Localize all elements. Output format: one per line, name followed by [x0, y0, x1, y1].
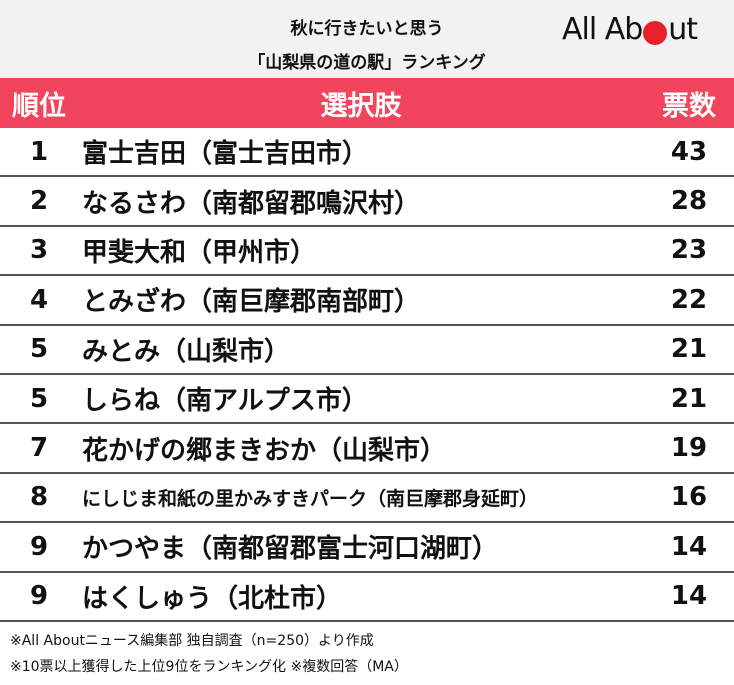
column-header: 選択肢 — [78, 78, 644, 128]
choice: はくしゅう（北杜市） — [78, 571, 644, 622]
choice: にしじま和紙の里かみすきパーク（南巨摩郡身延町） — [78, 472, 644, 524]
votes: 14 — [644, 522, 734, 573]
votes: 23 — [644, 225, 734, 277]
votes: 19 — [644, 423, 734, 474]
ranking-row: 5 しらね（南アルプス市） 21 — [0, 373, 734, 425]
rank: 9 — [0, 522, 78, 573]
ranking-row: 9 はくしゅう（北杜市） 14 — [0, 571, 734, 622]
votes: 21 — [644, 324, 734, 375]
choice: とみざわ（南巨摩郡南部町） — [78, 275, 644, 326]
footnote: ※10票以上獲得した上位9位をランキング化 ※複数回答（MA） — [10, 659, 408, 675]
logo: All Ab ut — [562, 12, 698, 47]
logo-dot — [643, 20, 668, 45]
column-header: 順位 — [0, 78, 78, 128]
rank: 9 — [0, 571, 78, 622]
ranking-table: 順位 選択肢 票数 1 富士吉田（富士吉田市） 43 2 なるさわ（南都留郡鳴沢村） 28… — [0, 78, 734, 622]
votes: 16 — [644, 472, 734, 524]
choice: なるさわ（南都留郡鳴沢村） — [78, 176, 644, 227]
ranking-row: 8 にしじま和紙の里かみすきパーク（南巨摩郡身延町） 16 — [0, 472, 734, 524]
rank: 5 — [0, 373, 78, 425]
title-line: 「山梨県の道の駅」ランキング — [248, 53, 486, 73]
votes: 22 — [644, 275, 734, 326]
votes: 21 — [644, 373, 734, 425]
ranking-row: 9 かつやま（南都留郡富士河口湖町） 14 — [0, 522, 734, 573]
choice: みとみ（山梨市） — [78, 324, 644, 375]
footnote: ※All Aboutニュース編集部 独自調査（n=250）より作成 — [10, 633, 374, 649]
ranking-row: 7 花かげの郷まきおか（山梨市） 19 — [0, 423, 734, 474]
rank: 1 — [0, 128, 78, 178]
ranking-row: 4 とみざわ（南巨摩郡南部町） 22 — [0, 275, 734, 326]
rank: 3 — [0, 225, 78, 277]
logo-text: All Ab — [562, 12, 643, 47]
choice: しらね（南アルプス市） — [78, 373, 644, 425]
choice: 富士吉田（富士吉田市） — [78, 128, 644, 178]
choice: 花かげの郷まきおか（山梨市） — [78, 423, 644, 474]
ranking-row: 2 なるさわ（南都留郡鳴沢村） 28 — [0, 176, 734, 227]
ranking-row: 5 みとみ（山梨市） 21 — [0, 324, 734, 375]
rank: 2 — [0, 176, 78, 227]
header-row: 順位 選択肢 票数 — [0, 78, 734, 128]
rank: 4 — [0, 275, 78, 326]
ranking-row: 3 甲斐大和（甲州市） 23 — [0, 225, 734, 277]
column-header: 票数 — [644, 78, 734, 128]
choice: 甲斐大和（甲州市） — [78, 225, 644, 277]
ranking-row: 1 富士吉田（富士吉田市） 43 — [0, 128, 734, 178]
rank: 5 — [0, 324, 78, 375]
rank: 7 — [0, 423, 78, 474]
votes: 28 — [644, 176, 734, 227]
title-line: 秋に行きたいと思う — [290, 19, 444, 39]
rank: 8 — [0, 472, 78, 524]
votes: 14 — [644, 571, 734, 622]
header: 秋に行きたいと思う 「山梨県の道の駅」ランキング All Ab ut — [0, 0, 734, 78]
choice: かつやま（南都留郡富士河口湖町） — [78, 522, 644, 573]
logo-text: ut — [668, 12, 698, 47]
votes: 43 — [644, 128, 734, 178]
